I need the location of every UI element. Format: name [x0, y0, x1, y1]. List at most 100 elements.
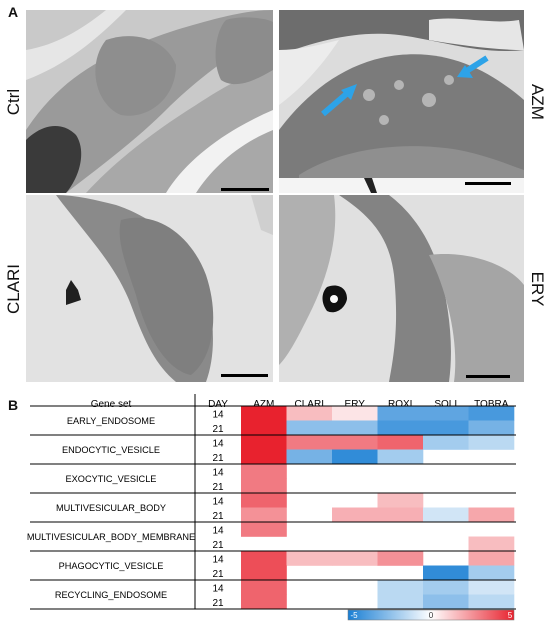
micrograph-ctrl — [26, 10, 273, 193]
heatmap-cell — [332, 406, 378, 421]
heatmap-cell — [377, 594, 424, 610]
gene-set-label: EARLY_ENDOSOME — [67, 416, 155, 426]
heatmap-cell — [286, 420, 333, 436]
heatmap-cell — [468, 551, 515, 566]
heatmap-cell — [468, 536, 515, 552]
heatmap-cell — [241, 551, 287, 566]
heatmap-cell — [423, 420, 469, 436]
heatmap-cell — [423, 565, 469, 581]
heatmap-cell — [423, 594, 469, 610]
micrograph-clari-art — [26, 195, 273, 382]
micrograph-ery-art — [279, 195, 524, 382]
day-label: 14 — [212, 410, 224, 421]
label-ery: ERY — [528, 271, 547, 307]
heatmap-cell — [468, 507, 515, 523]
gene-set-label: RECYCLING_ENDOSOME — [55, 590, 167, 600]
header-gene-set: Gene set — [91, 399, 132, 410]
scale-bar-ctrl — [221, 188, 269, 191]
heatmap-cell — [468, 594, 515, 610]
panel-b-letter: B — [8, 397, 19, 413]
heatmap-cell — [241, 449, 287, 465]
column-header-azm: AZM — [253, 399, 274, 410]
day-label: 21 — [212, 540, 224, 551]
heatmap-cell — [286, 435, 333, 450]
colorbar-max-label: 5 — [508, 611, 513, 620]
colorbar-mid-label: 0 — [429, 611, 434, 620]
column-header-tobra: TOBRA — [474, 399, 509, 410]
heatmap-cell — [468, 580, 515, 595]
column-header-roxi: ROXI — [388, 399, 412, 410]
micrograph-ery — [279, 195, 524, 382]
heatmap-cell — [241, 580, 287, 595]
heatmap-cell — [332, 551, 378, 566]
day-label: 14 — [212, 497, 224, 508]
label-clari: CLARI — [4, 263, 23, 315]
day-label: 14 — [212, 468, 224, 479]
micrograph-ctrl-art — [26, 10, 273, 193]
heatmap-cell — [241, 464, 287, 479]
heatmap-cell — [241, 435, 287, 450]
day-label: 21 — [212, 424, 224, 435]
day-label: 14 — [212, 584, 224, 595]
heatmap-cell — [377, 551, 424, 566]
heatmap-cell — [286, 449, 333, 465]
heatmap-cell — [332, 449, 378, 465]
gene-set-label: EXOCYTIC_VESICLE — [66, 474, 157, 484]
panel-a-letter: A — [8, 4, 19, 20]
heatmap-cell — [377, 420, 424, 436]
heatmap-cell — [241, 478, 287, 494]
heatmap-cell — [377, 507, 424, 523]
colorbar — [347, 609, 515, 621]
heatmap-cell — [241, 507, 287, 523]
heatmap-cell — [241, 493, 287, 508]
heatmap-cell — [241, 594, 287, 610]
heatmap-cell — [468, 420, 515, 436]
day-label: 21 — [212, 511, 224, 522]
scale-bar-clari — [221, 374, 268, 377]
heatmap-cell — [377, 493, 424, 508]
heatmap-cell — [468, 435, 515, 450]
day-label: 21 — [212, 482, 224, 493]
heatmap-cell — [241, 420, 287, 436]
heatmap-cell — [332, 420, 378, 436]
day-label: 21 — [212, 453, 224, 464]
heatmap-cell — [241, 406, 287, 421]
heatmap-cell — [332, 435, 378, 450]
heatmap-cell — [423, 580, 469, 595]
heatmap-cell — [468, 406, 515, 421]
column-header-soli: SOLI — [434, 399, 457, 410]
day-label: 14 — [212, 439, 224, 450]
heatmap-cell — [377, 406, 424, 421]
heatmap-cell — [423, 406, 469, 421]
heatmap-cell — [286, 406, 333, 421]
label-ctrl: Ctrl — [4, 88, 23, 116]
day-label: 21 — [212, 598, 224, 609]
header-day: DAY — [208, 399, 228, 410]
column-header-ery: ERY — [345, 399, 366, 410]
heatmap-cell — [241, 522, 287, 537]
heatmap-cell — [377, 449, 424, 465]
heatmap-cell — [423, 507, 469, 523]
heatmap-cell — [286, 551, 333, 566]
scale-bar-azm — [465, 182, 511, 185]
colorbar-min-label: -5 — [350, 611, 358, 620]
heatmap-cell — [377, 580, 424, 595]
day-label: 14 — [212, 526, 224, 537]
micrograph-clari — [26, 195, 273, 382]
label-azm: AZM — [528, 84, 547, 120]
heatmap-cell — [241, 565, 287, 581]
micrograph-azm-art — [279, 10, 524, 193]
heatmap-cell — [332, 507, 378, 523]
gene-set-label: ENDOCYTIC_VESICLE — [62, 445, 160, 455]
heatmap-cell — [423, 435, 469, 450]
gene-set-label: MULTIVESICULAR_BODY — [56, 503, 166, 513]
micrograph-azm — [279, 10, 524, 193]
heatmap-cell — [377, 435, 424, 450]
column-header-clari: CLARI — [295, 399, 324, 410]
day-label: 21 — [212, 569, 224, 580]
day-label: 14 — [212, 555, 224, 566]
scale-bar-ery — [466, 375, 510, 378]
gene-set-label: PHAGOCYTIC_VESICLE — [59, 561, 164, 571]
gene-set-label: MULTIVESICULAR_BODY_MEMBRANE — [27, 532, 195, 542]
heatmap-cell — [468, 565, 515, 581]
